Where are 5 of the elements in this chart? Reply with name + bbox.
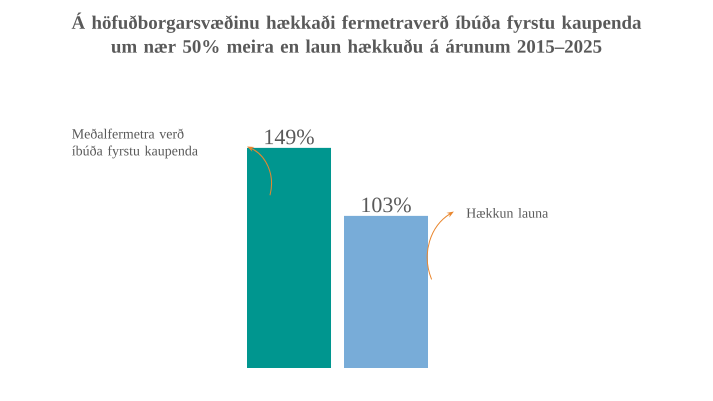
chart-title: Á höfuðborgarsvæðinu hækkaði fermetraverð íbúða fyrstu kaupenda um nær 50% meira en laun hækkuðu á árunum 2015–2025 bbox=[72, 12, 642, 53]
data-label: 149% bbox=[265, 130, 314, 144]
text: Meðalfermetra verð íbúða fyrstu kaupenda bbox=[72, 128, 198, 158]
text: Hækkun launa bbox=[466, 208, 548, 218]
data-label: 103% bbox=[362, 197, 411, 212]
